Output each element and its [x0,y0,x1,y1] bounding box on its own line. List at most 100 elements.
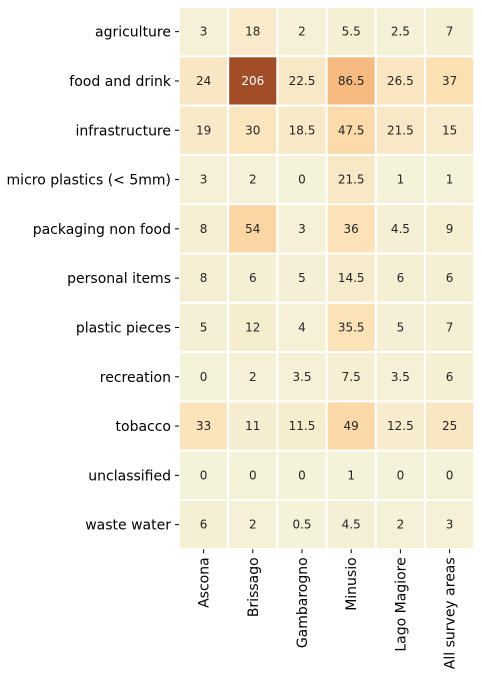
heatmap-cell [227,449,279,502]
heatmap-cell [424,6,476,58]
heatmap-cell [276,203,328,255]
cell-value-label: 6 [397,271,405,285]
heatmap-cell [374,449,426,502]
heatmap-cell [276,400,328,452]
cell-value-label: 5 [298,271,306,285]
column-label: Gambarogno [295,557,311,648]
row-label: recreation [100,370,171,386]
cell-value-label: 8 [200,222,208,236]
heatmap-cell [178,153,230,206]
heatmap-cell [374,153,426,206]
heatmap-cell [276,153,328,206]
heatmap-cell [325,499,377,551]
heatmap-cells [178,6,476,551]
cell-value-label: 11 [245,419,260,433]
cell-value-label: 3 [298,222,306,236]
heatmap-cell [276,351,328,403]
column-labels: Ascona Brissago Gambarogno Minusio Lago Magi… [197,549,459,669]
cell-value-label: 33 [196,419,211,433]
cell-value-label: 1 [347,468,355,482]
cell-value-label: 0 [397,468,405,482]
heatmap-cell [325,351,377,403]
cell-value-label: 86.5 [338,74,365,88]
cell-value-label: 54 [245,222,260,236]
cell-value-label: 37 [442,74,457,88]
cell-value-label: 0 [446,468,454,482]
cell-value-label: 18 [245,25,260,39]
row-label: unclassified [88,468,171,484]
heatmap-cell [424,351,476,403]
cell-value-label: 7.5 [342,370,361,384]
cell-value-label: 1 [397,173,405,187]
cell-value-label: 22.5 [289,74,316,88]
cell-value-label: 206 [241,74,264,88]
heatmap-cell [227,55,279,107]
heatmap-cell [178,252,230,304]
cell-value-label: 6 [249,271,257,285]
cell-value-label: 5 [397,320,405,334]
cell-value-label: 3 [446,518,454,532]
heatmap-cell [325,104,377,156]
row-label: personal items [67,271,171,287]
cell-value-label: 24 [196,74,211,88]
cell-value-label: 0 [200,468,208,482]
cell-value-label: 11.5 [289,419,316,433]
cell-value-label: 0 [298,173,306,187]
cell-value-label: 2 [249,370,257,384]
cell-value-label: 15 [442,123,457,137]
heatmap-cell [227,104,279,156]
heatmap-cell [227,400,279,452]
cell-value-label: 5.5 [342,25,361,39]
row-label: agriculture [95,25,171,41]
heatmap-cell [374,400,426,452]
cell-value-label: 7 [446,320,454,334]
cell-value-label: 0.5 [292,518,311,532]
column-label: Lago Magiore [393,557,409,651]
heatmap-cell [374,104,426,156]
cell-value-label: 4.5 [391,222,410,236]
cell-value-label: 6 [200,518,208,532]
row-label: plastic pieces [76,320,171,336]
column-label: Brissago [246,557,262,617]
cell-value-label: 35.5 [338,320,365,334]
cell-value-label: 4 [298,320,306,334]
cell-value-label: 12 [245,320,260,334]
cell-value-label: 2 [298,25,306,39]
heatmap-cell [178,449,230,502]
cell-value-label: 6 [446,271,454,285]
cell-value-label: 6 [446,370,454,384]
cell-value-label: 3.5 [292,370,311,384]
cell-value-label: 49 [344,419,359,433]
cell-value-label: 7 [446,25,454,39]
cell-value-label: 47.5 [338,123,365,137]
cell-value-label: 0 [249,468,257,482]
cell-value-label: 12.5 [387,419,414,433]
heatmap-cell [424,499,476,551]
heatmap-cell [227,153,279,206]
cell-value-label: 19 [196,123,211,137]
heatmap-cell [424,203,476,255]
heatmap-cell [178,499,230,551]
cell-value-label: 25 [442,419,457,433]
cell-value-label: 21.5 [338,173,365,187]
column-label: All survey areas [443,557,459,669]
heatmap-cell [325,55,377,107]
heatmap-cell [424,153,476,206]
cell-value-label: 0 [298,468,306,482]
cell-value-label: 3.5 [391,370,410,384]
heatmap-cell [424,400,476,452]
cell-value-label: 2 [249,173,257,187]
cell-value-label: 8 [200,271,208,285]
cell-value-label: 21.5 [387,123,414,137]
cell-value-label: 2.5 [391,25,410,39]
column-label: Ascona [197,557,213,608]
row-label: tobacco [116,419,171,435]
cell-value-label: 36 [344,222,359,236]
row-label: packaging non food [33,222,171,238]
cell-value-label: 0 [200,370,208,384]
cell-value-label: 2 [397,518,405,532]
row-label: infrastructure [75,123,171,139]
cell-value-label: 4.5 [342,518,361,532]
